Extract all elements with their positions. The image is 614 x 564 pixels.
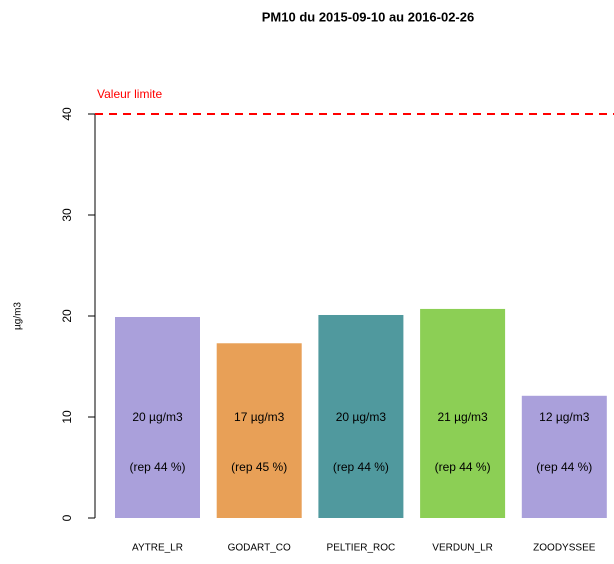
y-tick-label: 10	[60, 410, 74, 424]
x-tick-label: GODART_CO	[228, 543, 291, 554]
bar	[216, 343, 302, 518]
rep-label: (rep 44 %)	[129, 460, 185, 474]
bar	[115, 317, 200, 518]
y-tick-label: 40	[60, 107, 74, 121]
rep-label: (rep 45 %)	[231, 460, 287, 474]
y-tick-label: 30	[60, 208, 74, 222]
bar	[521, 395, 607, 518]
rep-label: (rep 44 %)	[536, 460, 592, 474]
y-tick-label: 0	[60, 514, 74, 521]
value-label: 17 µg/m3	[234, 410, 285, 424]
value-label: 12 µg/m3	[539, 410, 590, 424]
x-tick-label: AYTRE_LR	[132, 543, 183, 554]
x-tick-label: VERDUN_LR	[432, 543, 493, 554]
x-tick-label: ZOODYSSEE	[533, 543, 596, 554]
bar	[420, 308, 506, 518]
value-label: 20 µg/m3	[132, 410, 183, 424]
x-tick-label: PELTIER_ROC	[327, 543, 396, 554]
rep-label: (rep 44 %)	[333, 460, 389, 474]
y-tick-label: 20	[60, 309, 74, 323]
value-label: 20 µg/m3	[336, 410, 387, 424]
value-label: 21 µg/m3	[437, 410, 488, 424]
rep-label: (rep 44 %)	[435, 460, 491, 474]
bar	[318, 314, 404, 518]
y-axis-label: µg/m3	[13, 302, 24, 330]
limit-label: Valeur limite	[97, 87, 162, 101]
chart-title: PM10 du 2015-09-10 au 2016-02-26	[262, 9, 474, 24]
